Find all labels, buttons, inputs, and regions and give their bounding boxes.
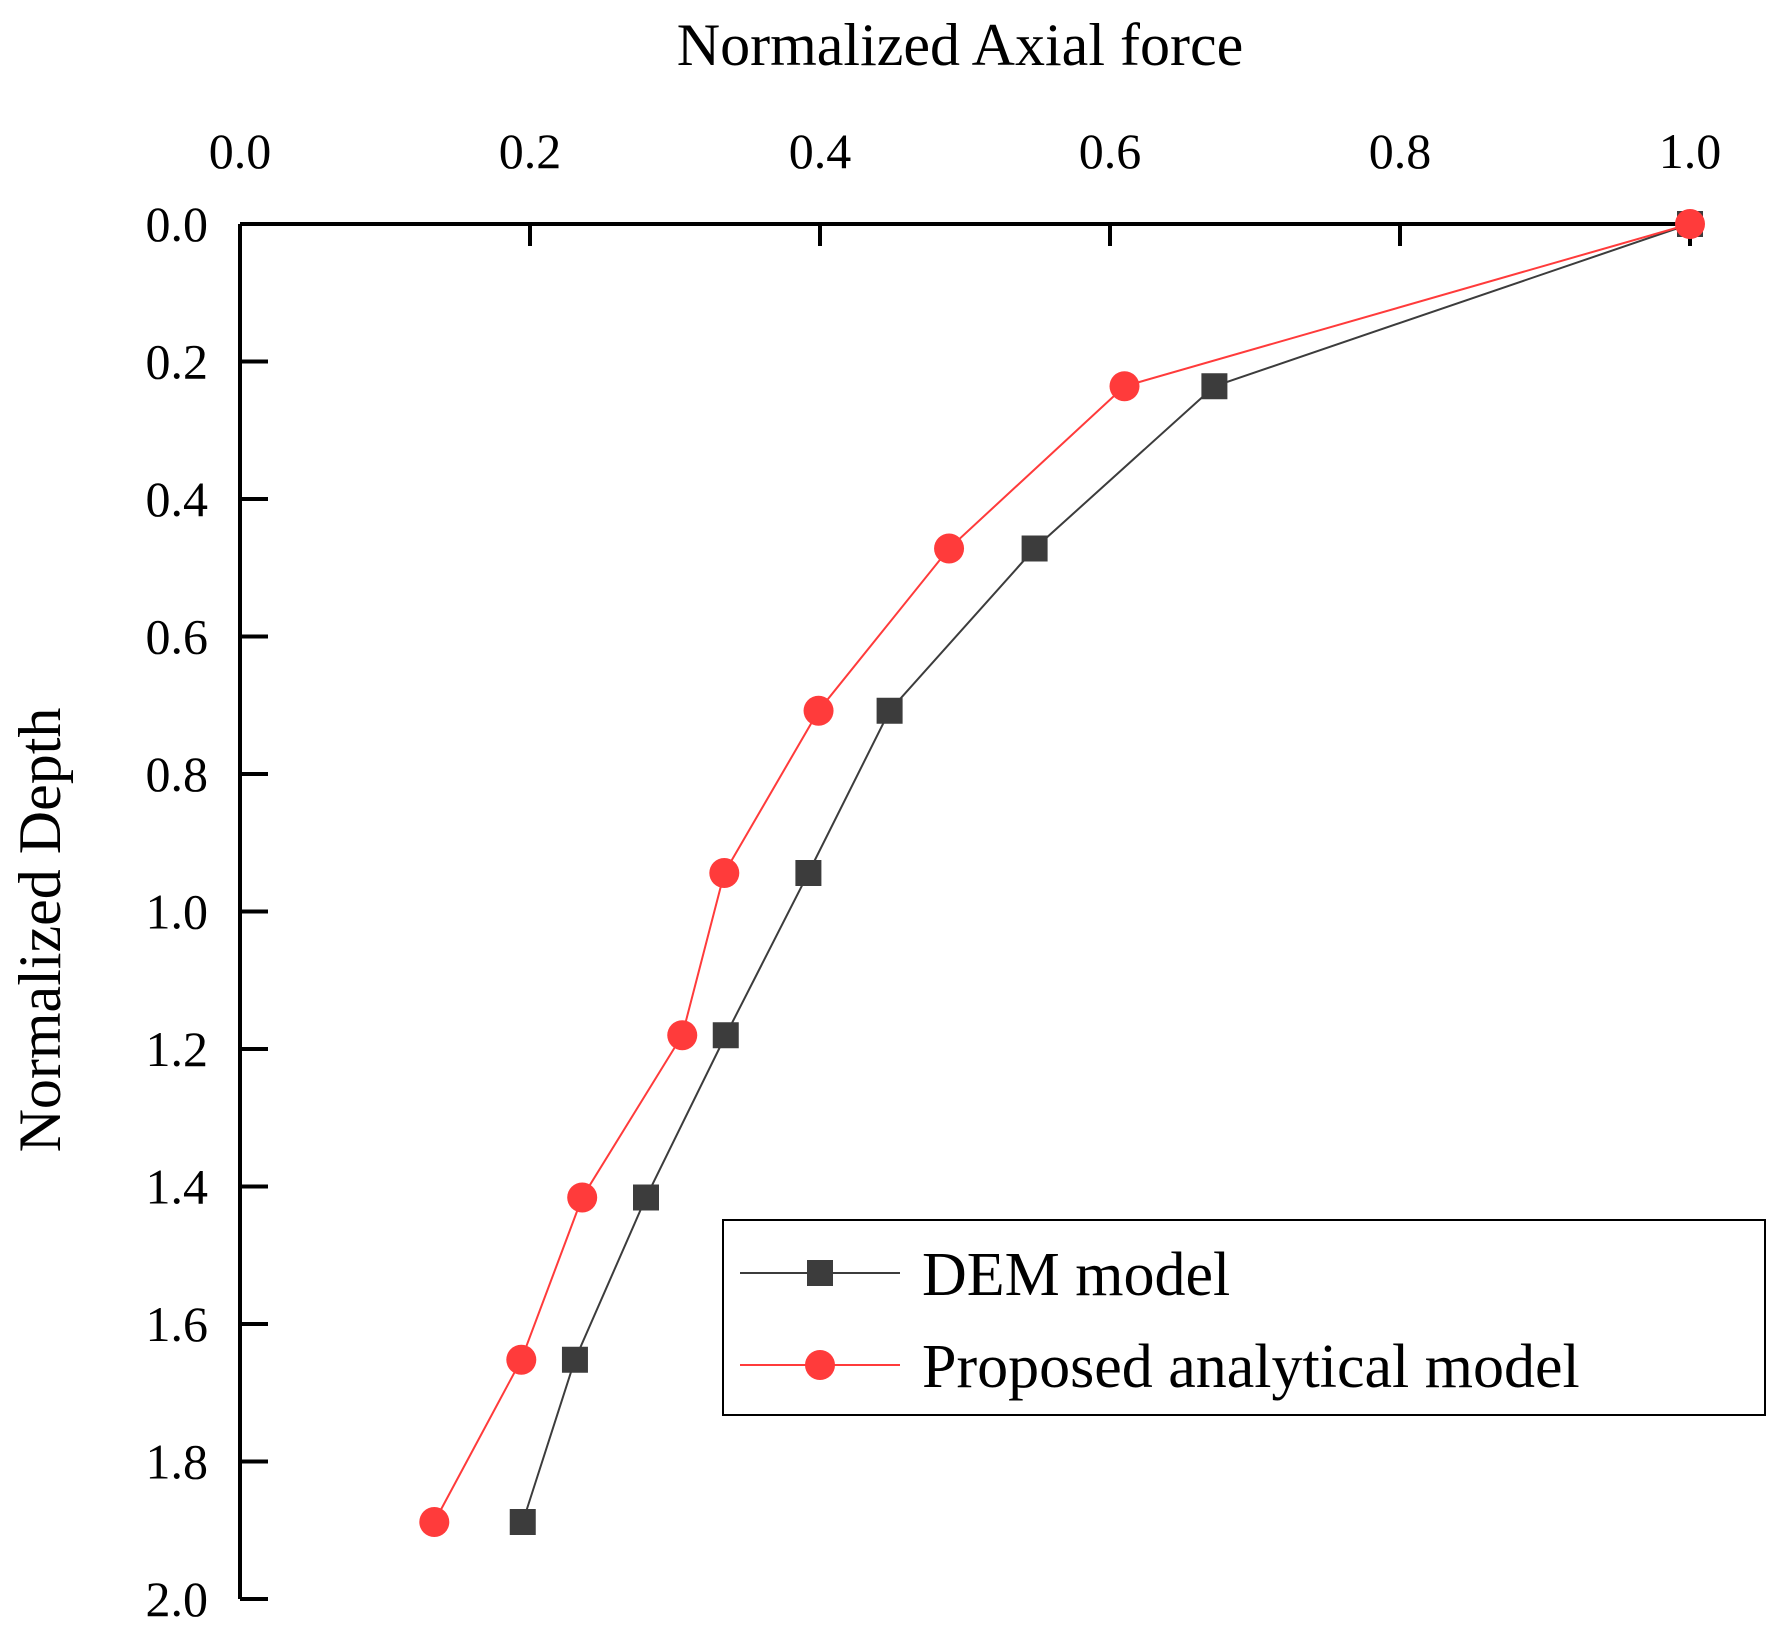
x-tick-label: 0.4 (789, 123, 852, 179)
y-tick-label: 1.0 (146, 884, 209, 940)
legend-label: Proposed analytical model (922, 1333, 1580, 1401)
y-tick-label: 1.2 (146, 1021, 209, 1077)
data-point-circle (934, 533, 965, 564)
legend-label: DEM model (922, 1241, 1230, 1309)
y-axis-title: Normalized Depth (7, 708, 73, 1153)
data-point-circle (506, 1344, 537, 1375)
legend: DEM model Proposed analytical model (722, 1219, 1766, 1416)
series-layer (419, 209, 1705, 1537)
data-point-square (561, 1346, 588, 1373)
x-tick-label: 0.2 (499, 123, 562, 179)
data-point-square (633, 1184, 659, 1211)
y-tick-label: 0.4 (146, 471, 209, 527)
series-1 (509, 211, 1703, 1535)
data-point-circle (667, 1020, 698, 1051)
legend-marker-square (807, 1260, 833, 1286)
data-point-square (876, 697, 903, 724)
x-tick-label: 0.8 (1369, 123, 1432, 179)
series-2 (419, 209, 1705, 1537)
y-tick-label: 0.0 (146, 196, 209, 252)
data-point-circle (567, 1182, 598, 1213)
y-tick-label: 0.2 (146, 334, 209, 390)
data-point-circle (1675, 209, 1705, 239)
data-point-circle (803, 695, 834, 726)
axes-group: 0.0 0.2 0.4 0.6 0.8 1.0 0.0 0.2 0.4 0.6 0.8 1.0 1.2 1… (146, 123, 1722, 1627)
y-tick-label: 0.8 (146, 746, 209, 802)
data-point-square (795, 860, 822, 886)
data-point-circle (709, 858, 740, 888)
x-tick-label: 0.6 (1079, 123, 1142, 179)
y-tick-label: 1.6 (146, 1296, 209, 1352)
x-tick-label: 1.0 (1659, 123, 1722, 179)
data-point-square (509, 1509, 536, 1535)
y-tick-label: 2.0 (146, 1571, 209, 1623)
data-point-square (1021, 535, 1048, 562)
data-point-square (1201, 373, 1228, 400)
x-axis-title: Normalized Axial force (677, 12, 1243, 78)
legend-marker-circle (805, 1350, 835, 1380)
legend-box (722, 1219, 1766, 1416)
y-tick-label: 0.6 (146, 609, 209, 665)
y-tick-label: 1.4 (146, 1159, 209, 1215)
data-point-circle (419, 1507, 450, 1537)
y-tick-label: 1.8 (146, 1434, 209, 1490)
data-point-circle (1109, 371, 1140, 402)
data-point-square (712, 1022, 739, 1049)
x-tick-label: 0.0 (209, 123, 272, 179)
